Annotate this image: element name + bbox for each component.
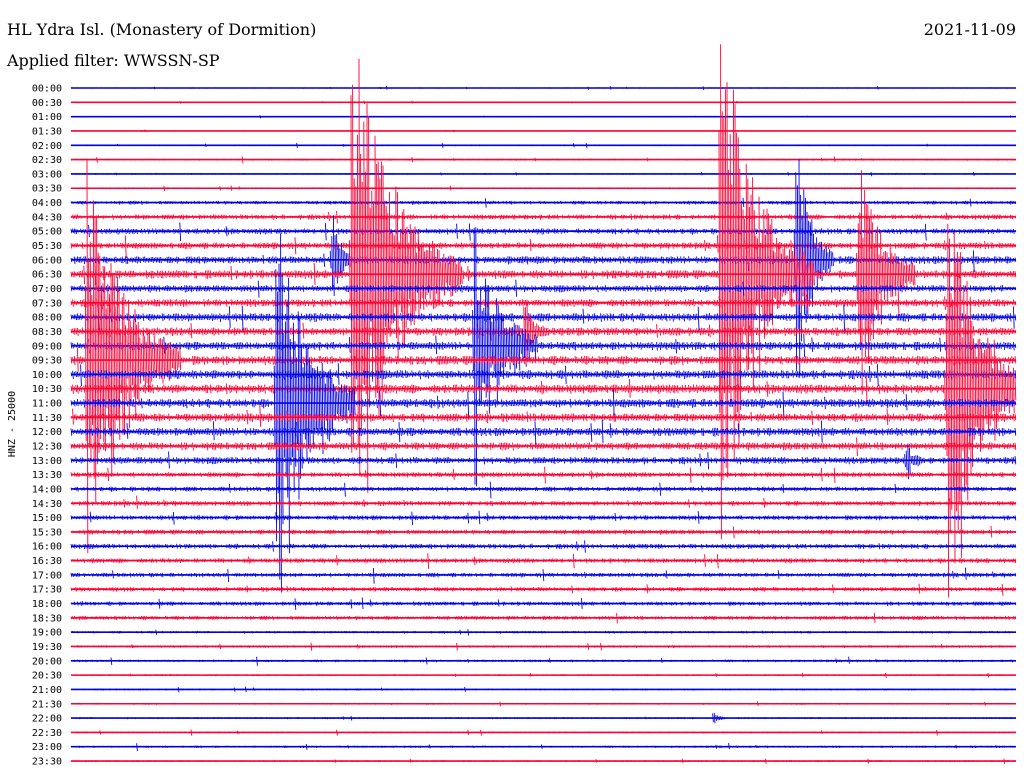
time-tick-label: 21:00 bbox=[32, 685, 62, 696]
time-tick-label: 08:30 bbox=[32, 327, 62, 338]
time-tick-label: 09:30 bbox=[32, 356, 62, 367]
trace-line bbox=[70, 481, 1017, 499]
time-tick-label: 09:00 bbox=[32, 341, 62, 352]
time-tick-label: 16:00 bbox=[32, 542, 62, 553]
time-tick-label: 10:00 bbox=[32, 370, 62, 381]
time-tick-label: 17:30 bbox=[32, 585, 62, 596]
date-label: 2021-11-09 bbox=[923, 20, 1016, 39]
time-tick-label: 04:30 bbox=[32, 212, 62, 223]
time-tick-label: 17:00 bbox=[32, 570, 62, 581]
time-tick-label: 23:00 bbox=[32, 742, 62, 753]
time-tick-label: 11:30 bbox=[32, 413, 62, 424]
trace-line bbox=[70, 223, 1017, 598]
station-title: HL Ydra Isl. (Monastery of Dormition) bbox=[7, 20, 317, 39]
y-axis-label: HNZ - 25000 bbox=[7, 391, 18, 457]
trace-line bbox=[70, 44, 1017, 540]
time-tick-label: 12:00 bbox=[32, 427, 62, 438]
trace-line bbox=[70, 567, 1017, 584]
time-tick-label: 22:00 bbox=[32, 714, 62, 725]
time-tick-label: 20:30 bbox=[32, 671, 62, 682]
time-tick-label: 02:30 bbox=[32, 155, 62, 166]
time-tick-label: 05:00 bbox=[32, 227, 62, 238]
trace-line bbox=[70, 495, 1017, 509]
time-tick-labels: 00:00 00:30 01:00 01:30 02:00 02:30 03:00 03:30… bbox=[32, 84, 62, 768]
time-tick-label: 03:30 bbox=[32, 184, 62, 195]
time-tick-label: 12:30 bbox=[32, 442, 62, 453]
time-tick-label: 22:30 bbox=[32, 728, 62, 739]
time-tick-label: 13:30 bbox=[32, 470, 62, 481]
time-tick-label: 19:00 bbox=[32, 628, 62, 639]
time-tick-label: 19:30 bbox=[32, 642, 62, 653]
filter-label: Applied filter: WWSSN-SP bbox=[7, 51, 220, 70]
trace-group bbox=[70, 44, 1017, 765]
time-tick-label: 03:00 bbox=[32, 169, 62, 180]
time-tick-label: 01:30 bbox=[32, 126, 62, 137]
time-tick-label: 07:00 bbox=[32, 284, 62, 295]
time-tick-label: 00:30 bbox=[32, 98, 62, 109]
time-tick-label: 06:30 bbox=[32, 270, 62, 281]
time-tick-label: 11:00 bbox=[32, 399, 62, 410]
time-tick-label: 08:00 bbox=[32, 313, 62, 324]
time-tick-label: 15:00 bbox=[32, 513, 62, 524]
trace-line bbox=[70, 160, 1017, 554]
time-tick-label: 14:00 bbox=[32, 484, 62, 495]
time-tick-label: 15:30 bbox=[32, 527, 62, 538]
trace-line bbox=[70, 404, 1017, 427]
time-tick-label: 23:30 bbox=[32, 757, 62, 768]
time-tick-label: 18:00 bbox=[32, 599, 62, 610]
time-tick-label: 05:30 bbox=[32, 241, 62, 252]
time-tick-label: 04:00 bbox=[32, 198, 62, 209]
time-tick-label: 10:30 bbox=[32, 384, 62, 395]
time-tick-label: 01:00 bbox=[32, 112, 62, 123]
time-tick-label: 18:30 bbox=[32, 613, 62, 624]
time-tick-label: 16:30 bbox=[32, 556, 62, 567]
time-tick-label: 20:00 bbox=[32, 656, 62, 667]
time-tick-label: 00:00 bbox=[32, 84, 62, 95]
time-tick-label: 02:00 bbox=[32, 141, 62, 152]
time-tick-label: 14:30 bbox=[32, 499, 62, 510]
time-tick-label: 21:30 bbox=[32, 699, 62, 710]
time-tick-label: 13:00 bbox=[32, 456, 62, 467]
time-tick-label: 07:30 bbox=[32, 298, 62, 309]
time-tick-label: 06:00 bbox=[32, 255, 62, 266]
